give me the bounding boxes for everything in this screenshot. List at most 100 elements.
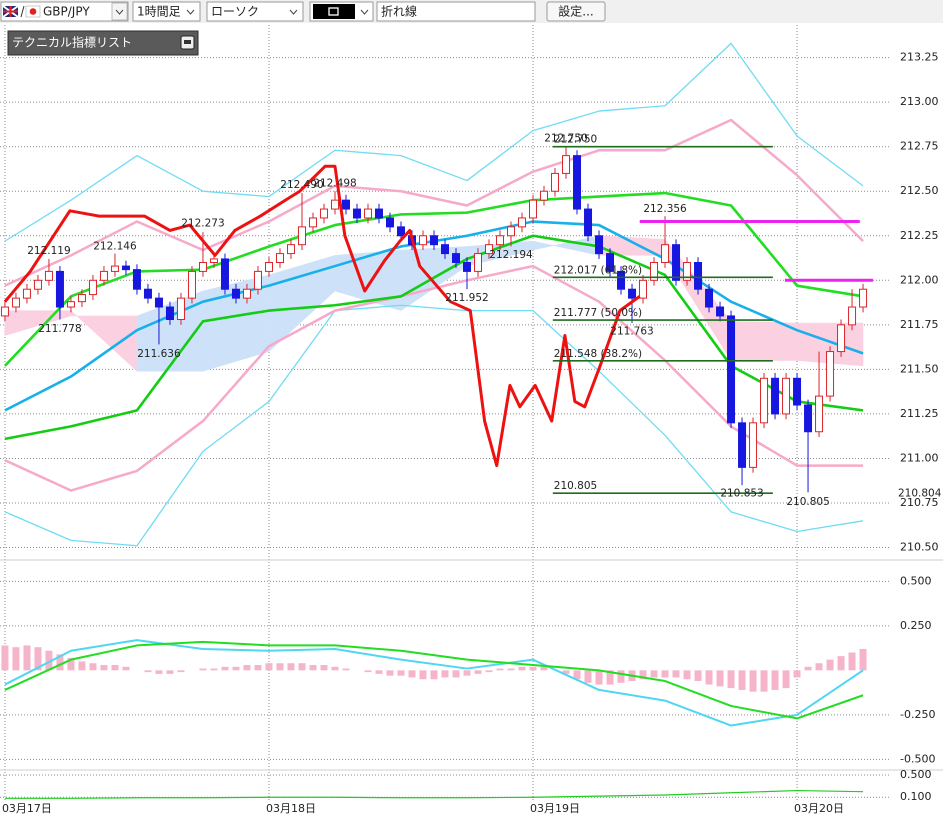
dropdown-arrow	[289, 9, 298, 15]
settings-button[interactable]	[546, 1, 606, 22]
level-label: 212.750	[554, 134, 597, 146]
price-annotation: 212.490	[280, 179, 323, 191]
histogram-bar	[661, 670, 669, 678]
indicator-panel[interactable]: テクニカル指標リスト	[7, 30, 199, 56]
top-layer	[3, 145, 873, 494]
histogram-bar	[705, 670, 713, 685]
y-tick-label: 211.75	[900, 318, 939, 331]
y-tick-label: 211.50	[900, 362, 939, 375]
histogram-bar	[606, 670, 614, 685]
candle-body	[518, 217, 527, 228]
color-icon	[328, 7, 339, 16]
histogram-bar	[375, 670, 383, 674]
settings-label: 設定...	[558, 4, 593, 19]
histogram-bar	[683, 670, 691, 680]
candle-body	[165, 306, 174, 321]
indicator-line	[4, 42, 864, 242]
symbol-select[interactable]: GBP/JPY	[0, 1, 129, 22]
line-type-field[interactable]	[376, 1, 536, 22]
indicator-line	[4, 118, 864, 287]
histogram-bar	[617, 670, 625, 683]
color-swatch	[313, 4, 355, 19]
histogram-bar	[155, 670, 163, 674]
indicator-line	[4, 639, 864, 727]
histogram-bar	[166, 670, 174, 674]
price-annotation: 212.194	[489, 249, 533, 261]
histogram-bar	[485, 670, 493, 673]
histogram-bar	[386, 670, 394, 676]
candle-body	[639, 279, 648, 299]
dropdown-button[interactable]	[111, 2, 128, 21]
histogram-bar	[837, 656, 845, 671]
histogram-bar	[848, 652, 856, 671]
histogram-bar	[518, 666, 526, 671]
histogram-bar	[342, 668, 350, 671]
histogram-bar	[254, 665, 262, 671]
histogram-bar	[650, 670, 658, 678]
price-annotation: 212.146	[93, 240, 137, 252]
y-tick-label: 213.00	[900, 95, 939, 108]
candle-body	[33, 279, 42, 290]
histogram-bar	[738, 670, 746, 690]
y-tick-label: 211.00	[900, 451, 939, 464]
histogram-bar	[56, 654, 64, 671]
y-tick-label: 0.500	[900, 574, 932, 587]
timeframe-box[interactable]	[132, 1, 201, 22]
indicator-line	[3, 164, 641, 468]
candle-body	[617, 270, 626, 290]
histogram-bar	[474, 670, 482, 674]
indicator-panel-bg[interactable]	[7, 30, 199, 56]
panel-toggle-icon	[184, 40, 191, 44]
candle-body	[562, 155, 571, 174]
candle-body	[44, 270, 53, 281]
indicator-line	[4, 234, 864, 441]
y-tick-label: 0.250	[900, 619, 932, 632]
histogram-bar	[562, 670, 570, 674]
style-select[interactable]: ローソク	[206, 1, 304, 22]
candle-body	[319, 208, 328, 219]
histogram-bar	[507, 668, 515, 671]
histogram-bar	[111, 665, 119, 671]
price-annotation: 212.273	[181, 218, 224, 230]
candle-body	[760, 377, 769, 424]
candle-body	[826, 351, 835, 397]
histogram-bar	[419, 670, 427, 680]
candle-body	[209, 258, 218, 263]
candle-body	[848, 306, 857, 326]
level-label: 210.805	[554, 480, 597, 492]
style-box[interactable]	[206, 1, 304, 22]
candle-body	[341, 199, 350, 210]
histogram-bar	[243, 665, 251, 671]
candle-body	[198, 261, 207, 272]
histogram-bar	[100, 665, 108, 671]
candle-body	[0, 306, 9, 317]
flag-jp-sun	[29, 8, 37, 15]
candle-body	[330, 199, 339, 210]
histogram-bar	[595, 670, 603, 685]
indicator-panel-title: テクニカル指標リスト	[12, 35, 132, 50]
candle-body	[429, 235, 438, 246]
y-tick-label: 0.100	[900, 790, 932, 803]
histogram-bar	[45, 650, 53, 671]
color-select[interactable]	[309, 1, 374, 22]
histogram-bar	[364, 670, 372, 673]
level-label: 211.548 (38.2%)	[554, 348, 642, 360]
x-tick-label: 03月20日	[794, 802, 844, 815]
timeframe-select[interactable]: 1時間足	[132, 1, 201, 22]
candle-body	[110, 265, 119, 272]
histogram-bar	[276, 663, 284, 671]
candle-body	[573, 155, 582, 210]
histogram-bar	[144, 670, 152, 673]
histogram-bar	[782, 670, 790, 689]
candle-body	[22, 288, 31, 299]
candle-body	[352, 208, 361, 219]
candle-body	[793, 377, 802, 406]
candle-body	[606, 253, 615, 272]
candle-body	[716, 306, 725, 317]
histogram-bar	[89, 663, 97, 671]
candles-layer	[0, 146, 868, 493]
histogram-bar	[716, 670, 724, 687]
candle-body	[176, 297, 185, 321]
candle-body	[529, 199, 538, 219]
